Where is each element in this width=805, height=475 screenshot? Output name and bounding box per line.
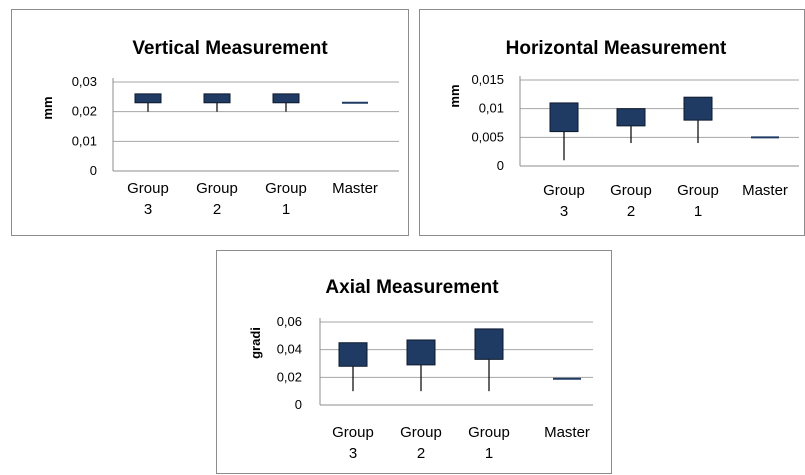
y-axis-label: mm <box>447 84 462 107</box>
box <box>683 96 713 121</box>
category-label: Group <box>677 182 719 199</box>
y-tick-label: 0,01 <box>479 101 504 116</box>
chart-horizontal-svg: Horizontal Measurement mm 0,015 0,01 0,005… <box>447 38 799 220</box>
y-tick-label: 0,005 <box>471 129 504 144</box>
category-label: Master <box>332 180 378 197</box>
chart-panel-axial: Axial Measurement gradi 0,06 0,04 0,02 0 Gro… <box>216 250 612 474</box>
y-tick-label: 0,02 <box>277 369 302 384</box>
category-label: 2 <box>417 445 425 462</box>
chart-axial-svg: Axial Measurement gradi 0,06 0,04 0,02 0 Gro… <box>248 277 593 462</box>
category-label: 3 <box>560 203 568 220</box>
box <box>134 93 162 104</box>
box <box>272 93 300 104</box>
chart-panel-vertical: Vertical Measurement mm 0,03 0,02 0,01 0 Gro… <box>11 9 409 236</box>
box <box>474 328 504 360</box>
y-tick-label: 0,03 <box>72 74 97 89</box>
category-label: Group <box>468 424 510 441</box>
y-tick-label: 0 <box>90 163 97 178</box>
y-tick-label: 0,04 <box>277 342 302 357</box>
category-label: 1 <box>282 201 290 218</box>
box <box>406 339 436 366</box>
y-tick-label: 0,06 <box>277 314 302 329</box>
category-label: 1 <box>694 203 702 220</box>
category-label: 3 <box>144 201 152 218</box>
category-label: 2 <box>627 203 635 220</box>
category-label: Group <box>332 424 374 441</box>
category-label: Group <box>400 424 442 441</box>
category-label: Group <box>196 180 238 197</box>
y-axis-label: mm <box>40 96 55 119</box>
category-label: Group <box>610 182 652 199</box>
category-label: Group <box>127 180 169 197</box>
chart-vertical-svg: Vertical Measurement mm 0,03 0,02 0,01 0 Gro… <box>40 38 399 218</box>
y-tick-label: 0 <box>295 397 302 412</box>
y-tick-label: 0,01 <box>72 133 97 148</box>
y-tick-label: 0,02 <box>72 104 97 119</box>
category-label: Master <box>742 182 788 199</box>
y-axis-label: gradi <box>248 327 263 359</box>
chart-panel-horizontal: Horizontal Measurement mm 0,015 0,01 0,005… <box>419 9 805 236</box>
category-label: Master <box>544 424 590 441</box>
y-tick-label: 0,015 <box>471 72 504 87</box>
category-label: Group <box>265 180 307 197</box>
box <box>616 108 646 127</box>
chart-title: Axial Measurement <box>325 277 499 298</box>
category-label: Group <box>543 182 585 199</box>
chart-title: Vertical Measurement <box>132 38 328 59</box>
box <box>549 102 579 133</box>
category-label: 2 <box>213 201 221 218</box>
box <box>203 93 231 104</box>
y-tick-label: 0 <box>497 158 504 173</box>
category-label: 3 <box>349 445 357 462</box>
category-label: 1 <box>485 445 493 462</box>
box <box>338 342 368 367</box>
chart-title: Horizontal Measurement <box>506 38 727 59</box>
